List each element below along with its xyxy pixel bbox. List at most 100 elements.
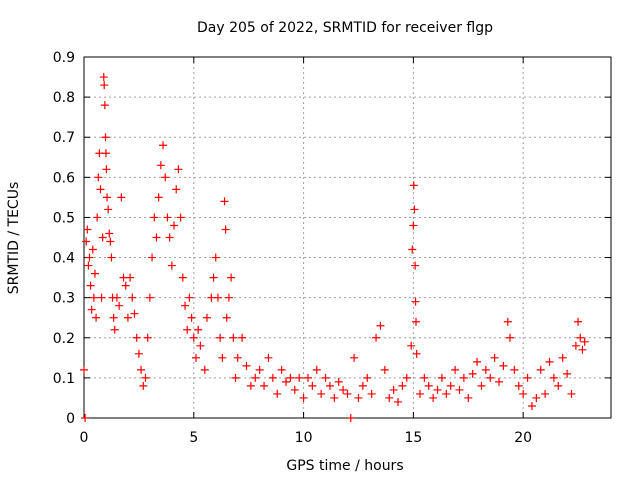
data-point <box>334 377 343 386</box>
data-point <box>81 414 90 422</box>
data-point <box>167 261 176 270</box>
data-point <box>442 389 451 398</box>
data-point <box>398 381 407 390</box>
data-point <box>141 373 150 382</box>
y-tick-label: 0.9 <box>53 50 75 66</box>
data-point <box>101 149 110 158</box>
data-point <box>150 213 159 222</box>
data-point <box>286 373 295 382</box>
data-point <box>216 333 225 342</box>
x-tick-label: 15 <box>404 430 422 446</box>
data-point <box>408 245 417 254</box>
data-point <box>415 389 424 398</box>
data-point <box>93 213 102 222</box>
data-point <box>109 313 118 322</box>
data-point <box>233 353 242 362</box>
data-point <box>126 273 135 282</box>
data-point <box>143 333 152 342</box>
data-point <box>385 393 394 402</box>
data-point <box>86 281 95 290</box>
data-point <box>486 373 495 382</box>
data-point <box>222 313 231 322</box>
data-point <box>495 377 504 386</box>
x-axis-label: GPS time / hours <box>286 458 403 474</box>
data-point <box>174 165 183 174</box>
data-point <box>156 161 165 170</box>
data-points <box>80 73 589 422</box>
data-point <box>354 393 363 402</box>
data-point <box>389 385 398 394</box>
data-point <box>468 369 477 378</box>
data-point <box>106 237 115 246</box>
data-point <box>380 365 389 374</box>
data-point <box>121 281 130 290</box>
data-point <box>536 365 545 374</box>
data-point <box>191 353 200 362</box>
data-point <box>523 373 532 382</box>
data-point <box>202 313 211 322</box>
data-point <box>580 337 589 346</box>
y-tick-label: 0.6 <box>53 170 75 186</box>
data-point <box>433 385 442 394</box>
data-point <box>200 365 209 374</box>
data-point <box>358 381 367 390</box>
data-point <box>85 253 94 262</box>
data-point <box>99 73 108 82</box>
data-point <box>490 353 499 362</box>
data-point <box>437 373 446 382</box>
x-tick-label: 5 <box>189 430 198 446</box>
data-point <box>402 373 411 382</box>
data-point <box>464 393 473 402</box>
y-tick-label: 0.7 <box>53 130 75 146</box>
data-point <box>251 373 260 382</box>
y-tick-label: 0.8 <box>53 90 75 106</box>
data-point <box>545 357 554 366</box>
data-point <box>411 297 420 306</box>
data-point <box>510 365 519 374</box>
data-point <box>159 141 168 150</box>
data-point <box>574 317 583 326</box>
data-point <box>503 317 512 326</box>
data-point <box>161 173 170 182</box>
data-point <box>532 393 541 402</box>
data-point <box>459 373 468 382</box>
data-point <box>102 165 111 174</box>
data-point <box>317 389 326 398</box>
data-point <box>578 345 587 354</box>
y-tick-label: 0.4 <box>53 251 75 267</box>
data-point <box>224 293 233 302</box>
data-point <box>268 373 277 382</box>
data-point <box>209 273 218 282</box>
data-point <box>505 333 514 342</box>
data-point <box>567 389 576 398</box>
data-point <box>409 181 418 190</box>
data-point <box>152 233 161 242</box>
data-point <box>367 389 376 398</box>
data-point <box>255 365 264 374</box>
data-point <box>549 373 558 382</box>
data-point <box>231 373 240 382</box>
data-point <box>112 293 121 302</box>
data-point <box>455 385 464 394</box>
data-point <box>229 333 238 342</box>
axis-ticks: 0 0.1 0.2 0.3 0.4 0.5 0.6 0.7 0.8 0.9 0 5 10 15 20 <box>53 50 611 446</box>
data-point <box>107 253 116 262</box>
data-point <box>89 293 98 302</box>
y-tick-label: 0 <box>66 411 75 427</box>
data-point <box>96 185 105 194</box>
chart-title: Day 205 of 2022, SRMTID for receiver flg… <box>197 20 493 36</box>
data-point <box>346 414 355 422</box>
data-point <box>424 381 433 390</box>
data-point <box>178 273 187 282</box>
data-point <box>115 301 124 310</box>
data-point <box>514 381 523 390</box>
data-point <box>213 293 222 302</box>
data-point <box>154 193 163 202</box>
data-point <box>194 325 203 334</box>
data-point <box>273 389 282 398</box>
data-point <box>264 353 273 362</box>
data-point <box>165 233 174 242</box>
data-point <box>105 229 114 238</box>
data-point <box>412 317 421 326</box>
data-point <box>321 373 330 382</box>
